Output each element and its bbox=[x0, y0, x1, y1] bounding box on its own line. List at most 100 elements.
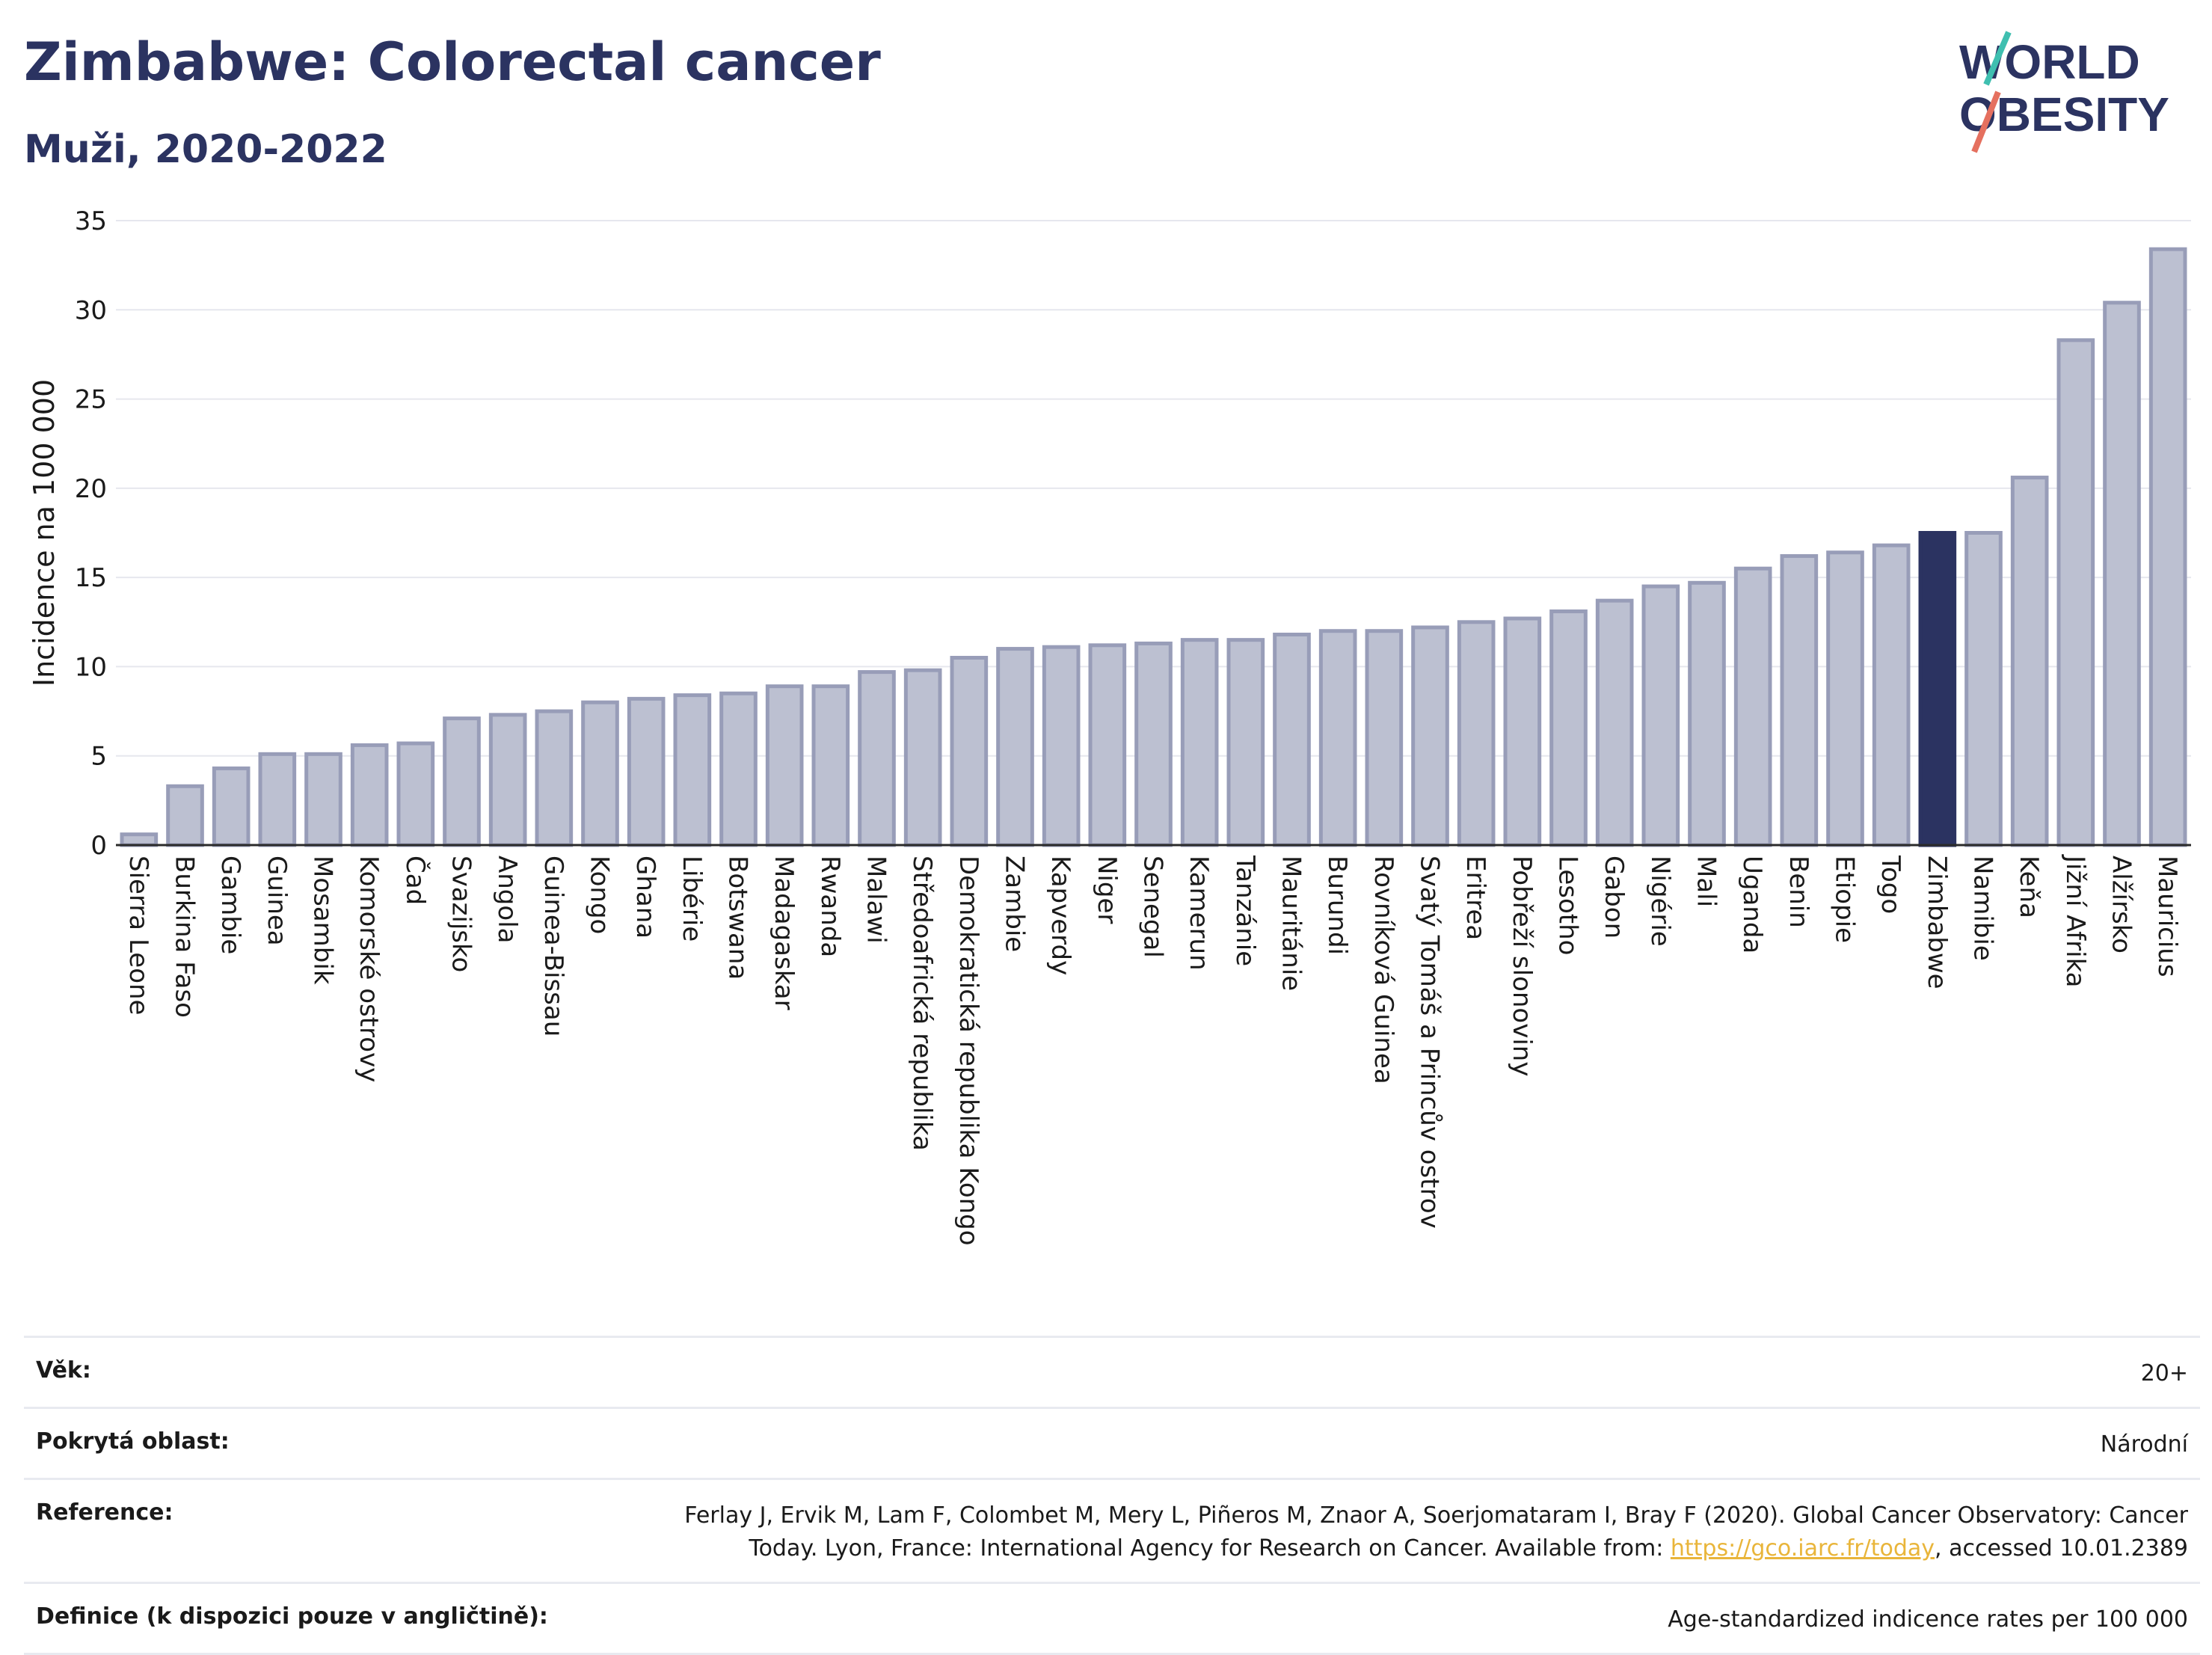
x-tick-label: Uganda bbox=[1737, 856, 1767, 954]
bar bbox=[1503, 616, 1542, 847]
page-title: Zimbabwe: Colorectal cancer bbox=[24, 31, 881, 93]
x-tick-label: Pobřeží slonoviny bbox=[1507, 856, 1537, 1076]
x-tick-label: Burundi bbox=[1322, 856, 1352, 955]
x-tick-label: Burkina Faso bbox=[170, 856, 200, 1018]
x-tick-label: Kongo bbox=[585, 856, 615, 934]
bar bbox=[535, 709, 574, 847]
bar bbox=[1180, 638, 1219, 847]
bar bbox=[1226, 638, 1265, 847]
y-tick-label: 25 bbox=[75, 385, 107, 415]
bar bbox=[488, 713, 527, 847]
x-tick-label: Botswana bbox=[723, 856, 753, 980]
x-tick-label: Libérie bbox=[677, 856, 707, 942]
x-tick-label: Alžírsko bbox=[2107, 856, 2136, 954]
bar bbox=[2056, 338, 2095, 847]
x-tick-label: Guinea bbox=[262, 856, 292, 946]
bar bbox=[1411, 625, 1449, 847]
world-obesity-logo: WORLD OBESITY bbox=[1959, 31, 2169, 153]
x-tick-label: Rwanda bbox=[815, 856, 845, 957]
bar bbox=[212, 766, 251, 847]
x-tick-label: Malawi bbox=[861, 856, 891, 944]
x-tick-label: Guinea-Bissau bbox=[538, 856, 568, 1037]
bar bbox=[1872, 543, 1911, 847]
bar bbox=[673, 693, 712, 847]
meta-label-reference: Reference: bbox=[36, 1499, 173, 1526]
bar bbox=[350, 743, 389, 847]
bar bbox=[996, 647, 1034, 847]
y-tick-label: 0 bbox=[90, 831, 107, 861]
x-tick-label: Nigérie bbox=[1645, 856, 1675, 947]
x-tick-label: Svatý Tomáš a Princův ostrov bbox=[1415, 856, 1445, 1229]
reference-link[interactable]: https://gco.iarc.fr/today bbox=[1670, 1535, 1935, 1562]
x-tick-label: Mauritánie bbox=[1276, 856, 1306, 991]
bar bbox=[1964, 531, 2003, 847]
x-tick-label: Etiopie bbox=[1830, 856, 1860, 943]
x-tick-label: Kamerun bbox=[1184, 856, 1214, 971]
x-tick-label: Mosambik bbox=[308, 856, 338, 985]
metadata-table: Věk: 20+ Pokrytá oblast: Národní Referen… bbox=[24, 1336, 2200, 1655]
x-tick-label: Ghana bbox=[630, 856, 660, 939]
bar bbox=[1457, 620, 1496, 847]
x-tick-label: Zimbabwe bbox=[1922, 856, 1952, 989]
bar bbox=[2148, 247, 2187, 847]
logo-stroke-red bbox=[1971, 90, 2001, 153]
x-tick-label: Gambie bbox=[215, 856, 245, 954]
bar bbox=[2010, 476, 2049, 847]
x-tick-label: Rovníková Guinea bbox=[1368, 856, 1398, 1084]
bar bbox=[1042, 645, 1081, 847]
meta-row-reference: Reference: Ferlay J, Ervik M, Lam F, Col… bbox=[24, 1478, 2200, 1582]
bar bbox=[1134, 641, 1173, 847]
x-tick-label: Senegal bbox=[1138, 856, 1168, 958]
y-tick-label: 30 bbox=[75, 295, 107, 325]
x-tick-label: Středoafrická republika bbox=[907, 856, 937, 1151]
bar bbox=[1641, 584, 1680, 847]
bar bbox=[1780, 554, 1819, 847]
bar bbox=[258, 752, 297, 847]
meta-value-reference: Ferlay J, Ervik M, Lam F, Colombet M, Me… bbox=[684, 1499, 2188, 1565]
bar bbox=[950, 656, 989, 847]
bar bbox=[396, 741, 435, 847]
bar bbox=[627, 696, 666, 847]
bar-highlight bbox=[1918, 531, 1957, 847]
bar bbox=[1688, 580, 1726, 847]
x-tick-label: Demokratická republika Kongo bbox=[953, 856, 983, 1246]
bar bbox=[304, 752, 342, 847]
bar bbox=[443, 716, 481, 847]
x-tick-label: Komorské ostrovy bbox=[354, 856, 384, 1082]
logo-stroke-teal bbox=[1983, 31, 2012, 86]
x-tick-label: Keňa bbox=[2014, 856, 2044, 918]
bar bbox=[1549, 609, 1588, 847]
meta-row-coverage: Pokrytá oblast: Národní bbox=[24, 1407, 2200, 1478]
bar bbox=[903, 668, 942, 847]
x-tick-label: Čad bbox=[400, 856, 431, 905]
x-tick-label: Madagaskar bbox=[769, 856, 799, 1010]
x-tick-label: Mali bbox=[1692, 856, 1721, 907]
x-tick-label: Eritrea bbox=[1460, 856, 1490, 940]
x-tick-label: Jižní Afrika bbox=[2060, 854, 2090, 988]
y-tick-label: 20 bbox=[75, 474, 107, 504]
meta-label-coverage: Pokrytá oblast: bbox=[36, 1428, 230, 1455]
meta-label-age: Věk: bbox=[36, 1357, 91, 1384]
meta-label-definition: Definice (k dispozici pouze v angličtině… bbox=[36, 1603, 548, 1630]
y-tick-label: 10 bbox=[75, 652, 107, 682]
bar bbox=[1826, 550, 1864, 847]
bar bbox=[2103, 301, 2141, 847]
bar bbox=[1088, 643, 1127, 847]
reference-line-2-post: , accessed 10.01.2389 bbox=[1935, 1535, 2188, 1562]
bar bbox=[1365, 629, 1404, 847]
bar bbox=[1733, 566, 1772, 847]
meta-value-definition: Age-standardized indicence rates per 100… bbox=[1668, 1606, 2188, 1633]
x-tick-label: Kapverdy bbox=[1045, 856, 1075, 975]
bar bbox=[1318, 629, 1357, 847]
y-tick-label: 15 bbox=[75, 563, 107, 593]
x-tick-label: Svazijsko bbox=[446, 856, 476, 972]
meta-row-age: Věk: 20+ bbox=[24, 1336, 2200, 1407]
bar bbox=[765, 684, 804, 847]
bar-chart: 0 5 10 15 20 25 30 35 Incidence na 100 000 Sierra… bbox=[28, 206, 2191, 1246]
bar bbox=[166, 784, 204, 847]
bar bbox=[120, 832, 159, 847]
y-tick-label: 5 bbox=[90, 742, 107, 772]
x-tick-label: Mauricius bbox=[2152, 856, 2182, 977]
bar bbox=[811, 684, 850, 847]
bar bbox=[719, 691, 758, 847]
